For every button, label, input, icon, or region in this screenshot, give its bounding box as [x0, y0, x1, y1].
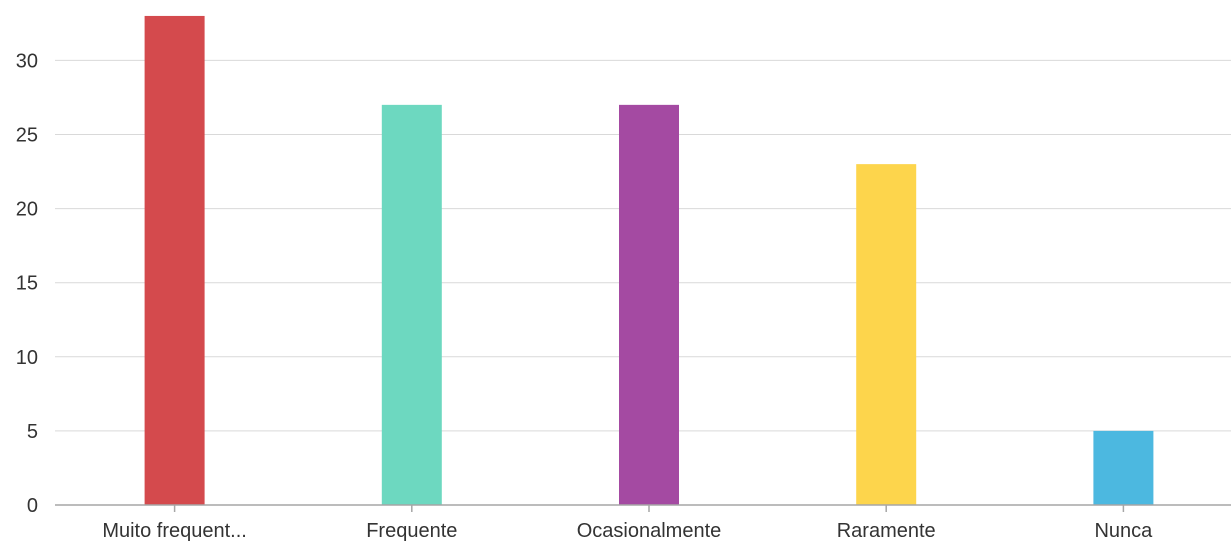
bar[interactable]: [856, 164, 917, 505]
y-tick-label: 0: [27, 495, 38, 517]
bar[interactable]: [144, 15, 205, 505]
bar[interactable]: [619, 104, 679, 506]
bars: [144, 15, 1154, 506]
x-tick-label: Frequente: [366, 520, 457, 542]
y-tick-label: 25: [16, 125, 38, 147]
y-tick-label: 5: [27, 421, 38, 443]
x-tick-label: Muito frequent...: [102, 520, 247, 542]
y-tick-label: 15: [16, 273, 38, 295]
x-tick-label: Nunca: [1094, 520, 1153, 542]
y-tick-label: 10: [16, 347, 38, 369]
y-tick-label: 20: [16, 199, 38, 221]
bar[interactable]: [381, 104, 442, 506]
x-tick-label: Raramente: [837, 520, 936, 542]
x-tick-label: Ocasionalmente: [577, 520, 722, 542]
y-axis-ticks: 0 5 10 15 20 25 30: [16, 50, 38, 517]
x-axis-ticks: Muito frequent... Frequente Ocasionalmente…: [102, 505, 1153, 542]
bar[interactable]: [1093, 430, 1154, 505]
y-tick-label: 30: [16, 50, 38, 72]
